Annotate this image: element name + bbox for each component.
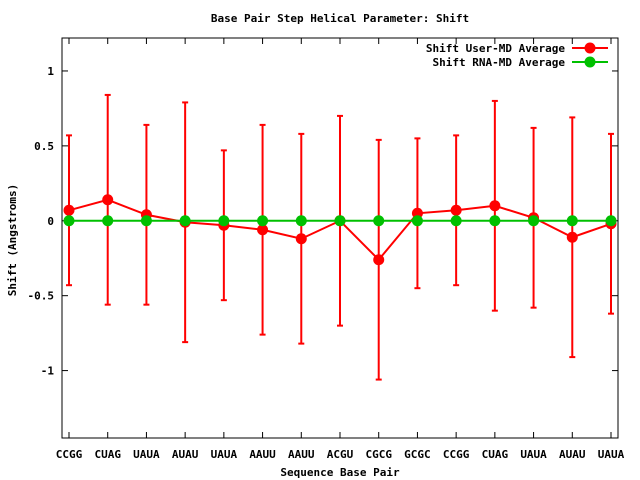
data-point xyxy=(179,215,191,227)
x-tick-label: UAUA xyxy=(211,448,238,461)
legend-label: Shift User-MD Average xyxy=(426,42,565,55)
y-axis-label: Shift (Angstroms) xyxy=(6,184,19,297)
x-tick-label: CCGG xyxy=(56,448,83,461)
x-tick-label: CUAG xyxy=(94,448,121,461)
data-point xyxy=(102,215,114,227)
data-point xyxy=(102,194,114,206)
data-point xyxy=(489,215,501,227)
y-tick-label: 0.5 xyxy=(34,140,54,153)
data-point xyxy=(334,215,346,227)
axes: -1 -0.5 0 0.5 1 CCGG CUAG UAUA AUAU UAUA AAUU AAUU A… xyxy=(28,38,625,461)
x-tick-label: AAUU xyxy=(249,448,276,461)
x-tick-label: UAUA xyxy=(598,448,625,461)
data-point xyxy=(450,215,462,227)
data-point xyxy=(566,215,578,227)
x-tick-label: CGCG xyxy=(365,448,392,461)
data-point xyxy=(257,215,269,227)
data-point xyxy=(528,215,540,227)
x-tick-label: CCGG xyxy=(443,448,470,461)
x-tick-label: AUAU xyxy=(172,448,199,461)
data-point xyxy=(257,224,269,236)
legend-marker xyxy=(584,42,596,54)
data-point xyxy=(450,204,462,216)
x-tick-label: UAUA xyxy=(133,448,160,461)
data-point xyxy=(63,204,75,216)
data-point xyxy=(218,215,230,227)
x-tick-label: UAUA xyxy=(520,448,547,461)
x-tick-label: AAUU xyxy=(288,448,315,461)
data-point xyxy=(411,215,423,227)
legend-label: Shift RNA-MD Average xyxy=(433,56,566,69)
y-tick-label: -1 xyxy=(41,365,55,378)
data-point xyxy=(566,231,578,243)
x-tick-label: GCGC xyxy=(404,448,431,461)
data-point xyxy=(140,215,152,227)
data-point xyxy=(295,233,307,245)
series xyxy=(63,194,617,266)
data-point xyxy=(373,254,385,266)
x-tick-label: AUAU xyxy=(559,448,586,461)
x-tick-label: CUAG xyxy=(482,448,509,461)
data-point xyxy=(373,215,385,227)
error-bars xyxy=(66,93,614,381)
x-axis-label: Sequence Base Pair xyxy=(280,466,400,479)
y-tick-label: -0.5 xyxy=(28,290,55,303)
y-tick-label: 0 xyxy=(47,215,54,228)
y-tick-label: 1 xyxy=(47,65,54,78)
data-point xyxy=(295,215,307,227)
data-point xyxy=(489,200,501,212)
legend-marker xyxy=(584,56,596,68)
x-tick-label: ACGU xyxy=(327,448,354,461)
chart-title: Base Pair Step Helical Parameter: Shift xyxy=(211,12,469,25)
data-point xyxy=(63,215,75,227)
data-point xyxy=(605,215,617,227)
